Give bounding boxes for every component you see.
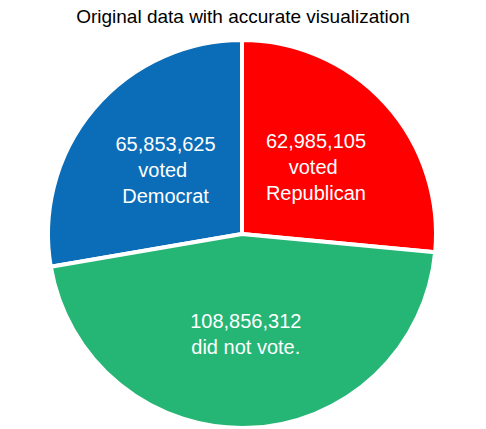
svg-text:voted: voted xyxy=(138,159,192,181)
svg-text:62,985,105: 62,985,105 xyxy=(266,130,366,152)
svg-text:108,856,312: 108,856,312 xyxy=(190,310,301,332)
svg-text:Democrat: Democrat xyxy=(122,185,209,207)
svg-text:voted: voted xyxy=(289,156,343,178)
svg-text:65,853,625: 65,853,625 xyxy=(115,133,215,155)
svg-text:Republican: Republican xyxy=(266,182,366,204)
svg-text:did not vote.: did not vote. xyxy=(191,336,300,358)
svg-text:Original data with accurate vi: Original data with accurate visualizatio… xyxy=(76,6,410,27)
